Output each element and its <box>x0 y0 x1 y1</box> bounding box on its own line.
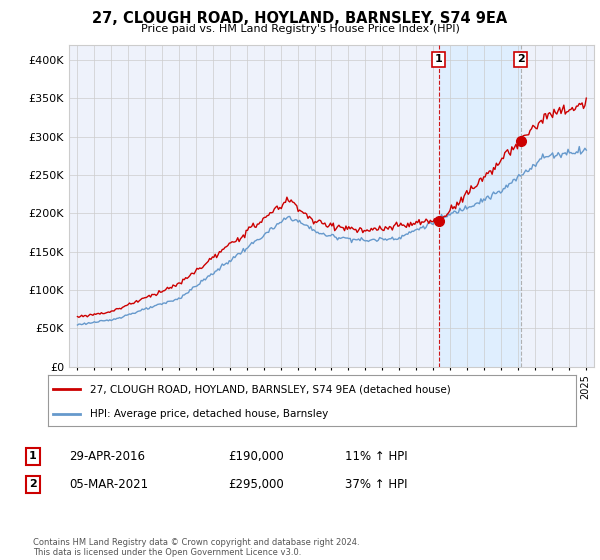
Text: 29-APR-2016: 29-APR-2016 <box>69 450 145 463</box>
Text: 1: 1 <box>435 54 443 64</box>
Text: £295,000: £295,000 <box>228 478 284 491</box>
Text: 27, CLOUGH ROAD, HOYLAND, BARNSLEY, S74 9EA: 27, CLOUGH ROAD, HOYLAND, BARNSLEY, S74 … <box>92 11 508 26</box>
Text: Price paid vs. HM Land Registry's House Price Index (HPI): Price paid vs. HM Land Registry's House … <box>140 24 460 34</box>
Text: 1: 1 <box>29 451 37 461</box>
Text: HPI: Average price, detached house, Barnsley: HPI: Average price, detached house, Barn… <box>90 408 328 418</box>
Text: 05-MAR-2021: 05-MAR-2021 <box>69 478 148 491</box>
Text: 2: 2 <box>29 479 37 489</box>
Bar <box>439 45 521 367</box>
Text: Contains HM Land Registry data © Crown copyright and database right 2024.
This d: Contains HM Land Registry data © Crown c… <box>33 538 359 557</box>
Text: £190,000: £190,000 <box>228 450 284 463</box>
Text: 27, CLOUGH ROAD, HOYLAND, BARNSLEY, S74 9EA (detached house): 27, CLOUGH ROAD, HOYLAND, BARNSLEY, S74 … <box>90 384 451 394</box>
Text: 37% ↑ HPI: 37% ↑ HPI <box>345 478 407 491</box>
Text: 11% ↑ HPI: 11% ↑ HPI <box>345 450 407 463</box>
Text: 2: 2 <box>517 54 524 64</box>
